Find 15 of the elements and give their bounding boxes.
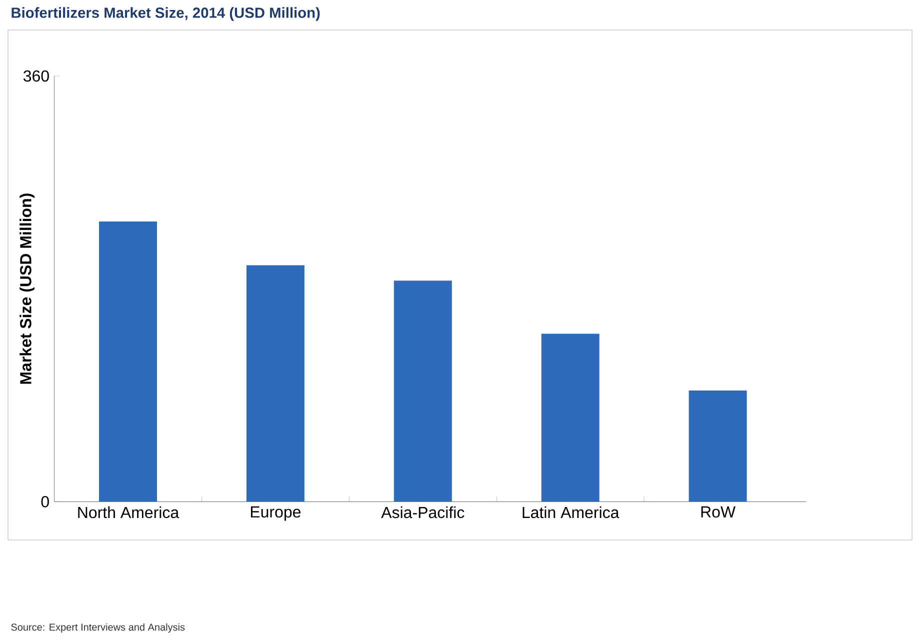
y-tick-label: 360 xyxy=(23,70,49,82)
x-tick-label: North America xyxy=(78,506,180,518)
x-tick-label: RoW xyxy=(701,506,736,518)
chart-title: Biofertilizers Market Size, 2014 (USD Million) xyxy=(12,7,320,21)
source-note: Source: Expert Interviews and Analysis xyxy=(11,623,185,633)
bar xyxy=(246,265,304,502)
y-axis-title: Market Size (USD Million) xyxy=(20,194,35,384)
x-tick-label: Europe xyxy=(250,506,301,521)
bar xyxy=(394,280,452,502)
bar xyxy=(688,390,747,502)
bar xyxy=(99,221,158,502)
bar xyxy=(541,334,600,502)
x-tick-label: Asia-Pacific xyxy=(381,506,464,518)
x-tick-label: Latin America xyxy=(522,506,620,518)
y-tick-label: 0 xyxy=(41,496,49,508)
